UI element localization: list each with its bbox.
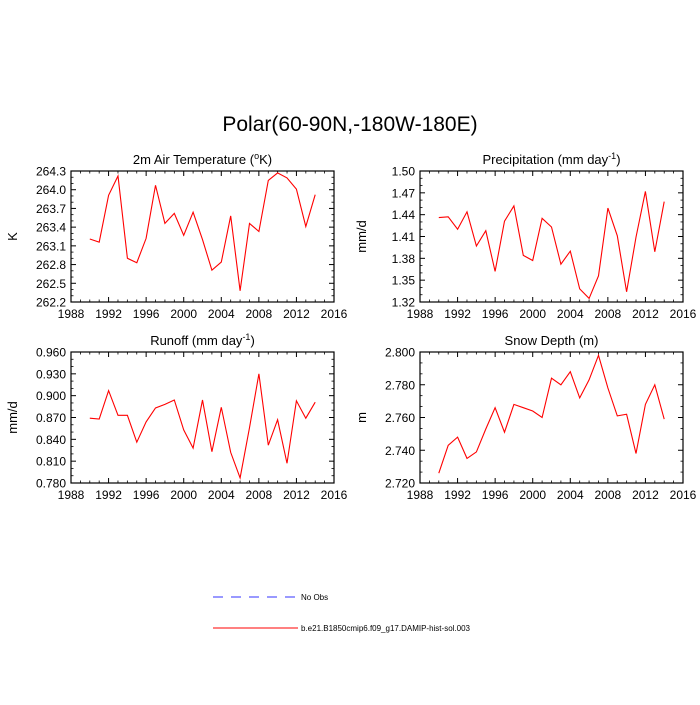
y-tick-label: 1.38 — [392, 252, 416, 266]
y-axis-label: m — [354, 412, 369, 423]
y-tick-label: 263.4 — [36, 221, 66, 235]
panel-title: Runoff (mm day-1) — [150, 332, 255, 348]
x-tick-label: 1988 — [58, 488, 85, 502]
y-tick-label: 1.47 — [392, 186, 416, 200]
y-tick-label: 262.2 — [36, 296, 66, 310]
legend-label: No Obs — [301, 593, 328, 602]
x-tick-label: 2008 — [595, 307, 622, 321]
y-tick-label: 1.50 — [392, 165, 416, 179]
y-tick-label: 0.840 — [36, 433, 66, 447]
series-line — [438, 353, 665, 474]
y-tick-label: 0.930 — [36, 367, 66, 381]
y-tick-label: 263.7 — [36, 202, 66, 216]
x-tick-label: 2012 — [632, 488, 659, 502]
legend: No Obs b.e21.B1850cmip6.f09_g17.DAMIP-his… — [213, 593, 471, 633]
x-tick-label: 1988 — [407, 488, 434, 502]
series-line — [89, 373, 316, 480]
x-tick-label: 2008 — [595, 488, 622, 502]
x-tick-label: 2000 — [519, 307, 546, 321]
x-tick-label: 1988 — [407, 307, 434, 321]
y-tick-label: 2.720 — [385, 477, 415, 491]
y-tick-label: 2.780 — [385, 378, 415, 392]
panel-4: Snow Depth (m) m 1988 1992 1996 2000 2004 2008 2… — [354, 333, 697, 502]
y-tick-label: 2.740 — [385, 444, 415, 458]
x-tick-label: 2016 — [321, 307, 348, 321]
y-tick-label: 0.960 — [36, 346, 66, 360]
x-tick-label: 2016 — [670, 307, 697, 321]
y-tick-label: 0.870 — [36, 411, 66, 425]
x-tick-label: 2008 — [246, 488, 273, 502]
x-tick-label: 2012 — [632, 307, 659, 321]
plot-frame — [419, 351, 684, 484]
y-tick-label: 2.760 — [385, 411, 415, 425]
y-tick-label: 1.32 — [392, 296, 416, 310]
x-tick-label: 1996 — [482, 307, 509, 321]
x-tick-label: 1996 — [133, 307, 160, 321]
y-tick-label: 1.44 — [392, 208, 416, 222]
panel-title: Snow Depth (m) — [505, 333, 599, 348]
x-tick-label: 1992 — [444, 307, 471, 321]
x-tick-label: 2012 — [283, 488, 310, 502]
plot-frame — [70, 351, 335, 484]
y-tick-label: 0.810 — [36, 455, 66, 469]
y-tick-label: 2.800 — [385, 346, 415, 360]
y-tick-label: 1.41 — [392, 230, 416, 244]
x-tick-label: 2000 — [170, 307, 197, 321]
y-axis-label: mm/d — [5, 401, 20, 434]
x-tick-label: 2004 — [557, 307, 584, 321]
figure-title: Polar(60-90N,-180W-180E) — [222, 113, 478, 136]
x-tick-label: 2008 — [246, 307, 273, 321]
x-tick-label: 2016 — [670, 488, 697, 502]
legend-label: b.e21.B1850cmip6.f09_g17.DAMIP-hist-sol.… — [301, 624, 471, 633]
x-tick-label: 1992 — [95, 488, 122, 502]
plot-frame — [419, 170, 684, 303]
y-tick-label: 264.0 — [36, 183, 66, 197]
panel-2: Precipitation (mm day-1) mm/d 1988 1992 1996… — [354, 151, 697, 321]
y-tick-label: 264.3 — [36, 165, 66, 179]
y-tick-label: 262.5 — [36, 277, 66, 291]
panel-title: 2m Air Temperature (oK) — [133, 151, 272, 167]
x-tick-label: 2000 — [170, 488, 197, 502]
x-tick-label: 2012 — [283, 307, 310, 321]
y-tick-label: 1.35 — [392, 274, 416, 288]
x-tick-label: 2016 — [321, 488, 348, 502]
panel-3: Runoff (mm day-1) mm/d 1988 1992 1996 2000 200… — [5, 332, 348, 502]
series-line — [438, 191, 665, 300]
x-tick-label: 1992 — [444, 488, 471, 502]
y-tick-label: 263.1 — [36, 239, 66, 253]
x-tick-label: 2000 — [519, 488, 546, 502]
x-tick-label: 1988 — [58, 307, 85, 321]
panel-title: Precipitation (mm day-1) — [482, 151, 620, 167]
x-tick-label: 2004 — [208, 307, 235, 321]
x-tick-label: 1996 — [133, 488, 160, 502]
x-tick-label: 1996 — [482, 488, 509, 502]
x-tick-label: 2004 — [208, 488, 235, 502]
y-tick-label: 0.900 — [36, 389, 66, 403]
x-tick-label: 1992 — [95, 307, 122, 321]
x-tick-label: 2004 — [557, 488, 584, 502]
panel-1: 2m Air Temperature (oK) K 1988 1992 1996 2000… — [5, 151, 348, 321]
y-tick-label: 262.8 — [36, 258, 66, 272]
series-line — [89, 172, 316, 291]
y-tick-label: 0.780 — [36, 477, 66, 491]
y-axis-label: mm/d — [354, 220, 369, 253]
y-axis-label: K — [5, 232, 20, 241]
